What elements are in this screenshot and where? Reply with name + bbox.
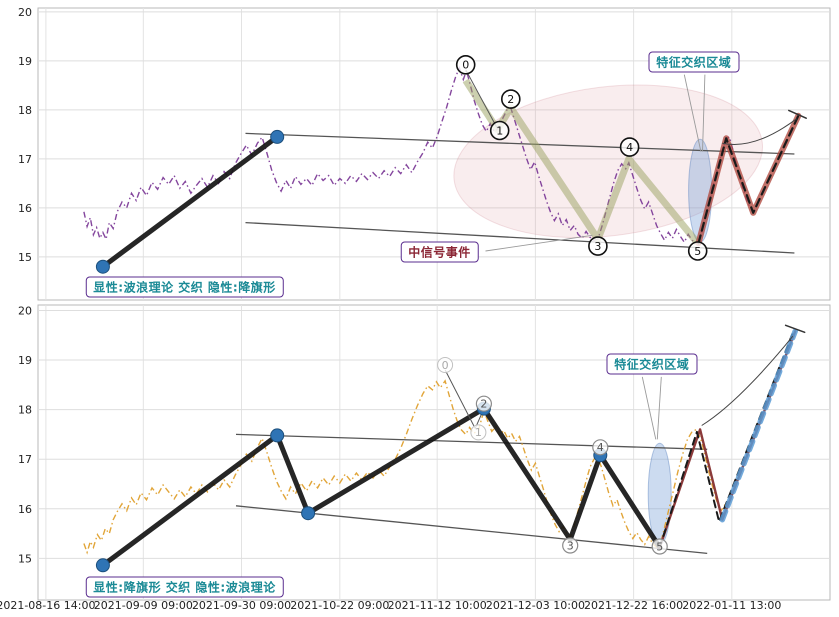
x-tick-label: 2021-12-03 10:00	[486, 599, 585, 612]
x-tick-label: 2021-10-22 09:00	[290, 599, 389, 612]
pivot-dot	[270, 428, 285, 443]
wave-marker-label-5: 5	[694, 245, 701, 258]
pivot-dot	[95, 259, 110, 274]
y-tick-label: 19	[18, 354, 32, 367]
wave-marker-label-5: 5	[656, 540, 663, 553]
wave-marker-1	[470, 424, 487, 441]
y-tick-label: 16	[18, 503, 32, 516]
wave-marker-0	[455, 55, 476, 75]
wave-marker-label-4: 4	[626, 141, 633, 154]
wave-path	[462, 78, 701, 246]
wave-marker-label-0: 0	[442, 359, 449, 372]
y-tick-label: 15	[18, 552, 32, 565]
wave-marker-5	[651, 538, 668, 555]
y-tick-label: 20	[18, 6, 32, 19]
channel-line	[235, 433, 708, 450]
x-tick-label: 2021-08-16 14:00	[0, 599, 95, 612]
y-tick-label: 17	[18, 453, 32, 466]
y-tick-label: 18	[18, 104, 32, 117]
wave-connector-line	[465, 69, 498, 129]
pivot-dot	[95, 558, 110, 573]
pivot-dot	[301, 506, 316, 521]
wave-marker-label-3: 3	[594, 240, 601, 253]
y-tick-label: 19	[18, 55, 32, 68]
wave-marker-label-3: 3	[567, 539, 574, 552]
annotation-arc	[701, 335, 794, 426]
impulse-line	[100, 134, 280, 270]
y-tick-label: 16	[18, 202, 32, 215]
forecast-line	[788, 109, 807, 119]
wave-marker-4	[619, 137, 640, 157]
annotation-pointer-line	[641, 376, 657, 440]
wave-marker-label-0: 0	[462, 59, 469, 72]
annotation-pointer-line	[683, 74, 702, 152]
x-tick-label: 2021-09-09 09:00	[94, 599, 193, 612]
panel-bottom: 15 16 17 18 19 20 0 1 2 3 4 5	[18, 304, 831, 601]
wave-marker-5	[687, 241, 708, 261]
annotation-pointer-line	[485, 234, 593, 252]
wave-marker-0	[437, 357, 454, 373]
x-tick-label: 2021-12-22 16:00	[584, 599, 683, 612]
highlight-ellipse	[453, 84, 764, 239]
forecast-line	[719, 328, 798, 523]
forecast-line	[784, 324, 806, 334]
x-tick-label: 2021-11-12 10:00	[388, 599, 487, 612]
wave-marker-3	[588, 236, 608, 256]
highlight-ellipse	[647, 442, 672, 545]
wave-marker-label-2: 2	[480, 398, 487, 411]
annotation-pointer-line	[656, 376, 662, 440]
wave-marker-label-4: 4	[597, 441, 604, 454]
y-tick-label: 17	[18, 153, 32, 166]
wave-marker-2	[500, 89, 521, 109]
forecast-line	[697, 114, 800, 245]
annotation-arc	[722, 118, 797, 145]
x-tick-label: 2022-01-11 13:00	[682, 599, 781, 612]
wave-marker-3	[562, 537, 579, 554]
plot-area	[37, 304, 831, 601]
price-history-top	[83, 65, 753, 244]
wave-marker-label-1: 1	[475, 426, 482, 439]
wave-marker-label-2: 2	[507, 93, 514, 106]
y-tick-label: 15	[18, 251, 32, 264]
price-history-bottom	[83, 379, 727, 555]
annotation-pointer-line	[702, 74, 706, 152]
wave-marker-4	[592, 439, 609, 456]
y-tick-label: 20	[18, 305, 32, 318]
wave-marker-1	[489, 120, 510, 141]
y-tick-label: 18	[18, 404, 32, 417]
panel-top: 15 16 17 18 19 20 0 1 2 3 4 5	[18, 6, 831, 301]
x-tick-label: 2021-09-30 09:00	[192, 599, 291, 612]
wave-marker-label-1: 1	[496, 124, 503, 137]
wave-marker-2	[475, 395, 492, 412]
pivot-dot	[270, 129, 285, 144]
